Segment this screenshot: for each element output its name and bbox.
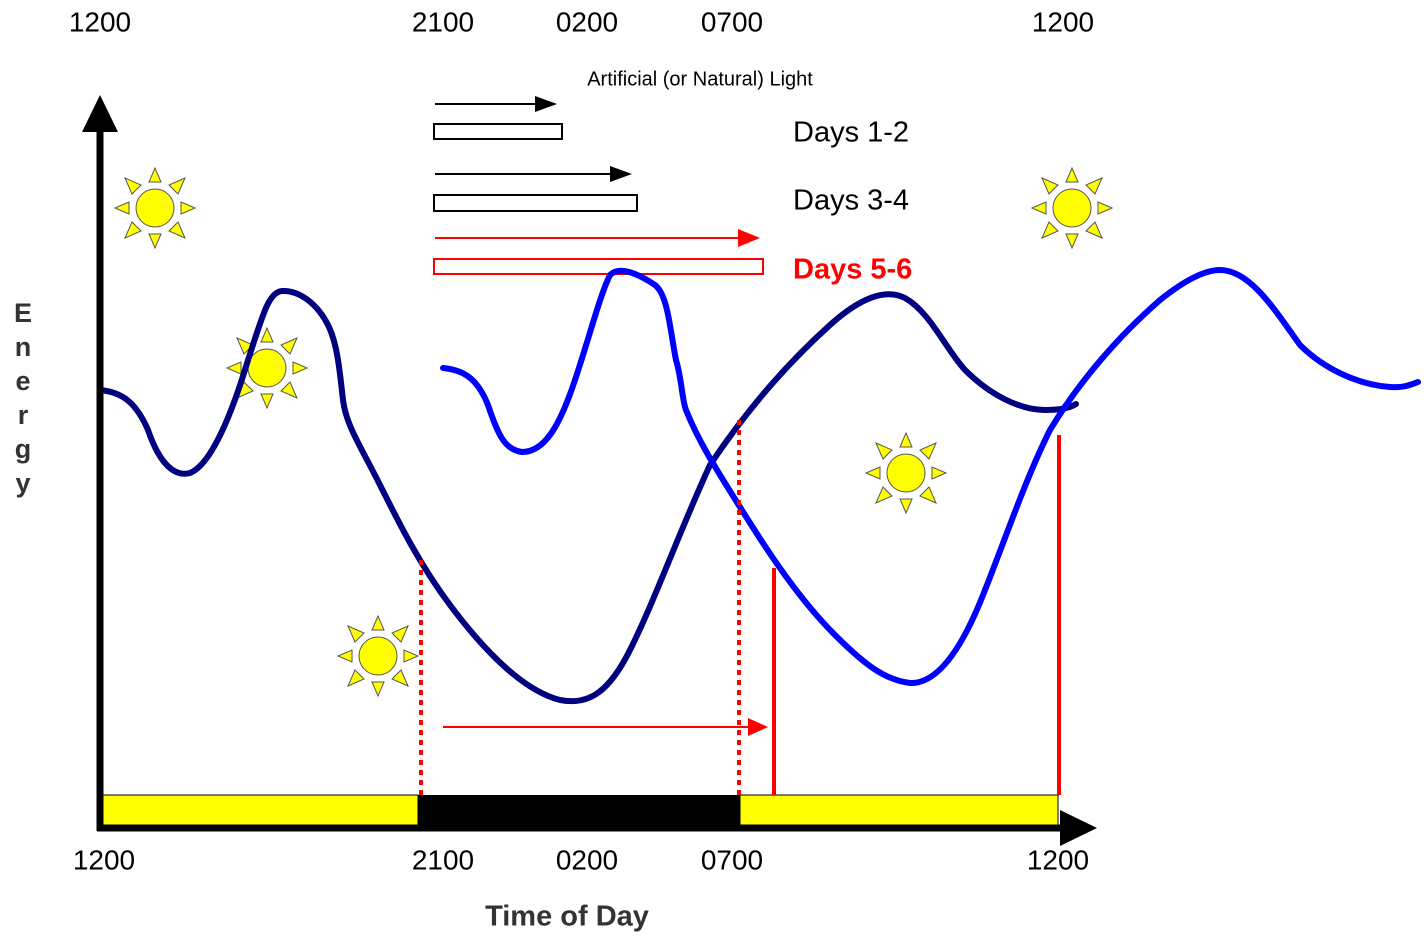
legend-label: Days 1-2	[793, 117, 909, 149]
x-axis-label: Time of Day	[485, 901, 649, 933]
top-label: 0200	[556, 6, 618, 37]
suns	[114, 167, 1113, 697]
axes	[82, 95, 1097, 846]
bottom-label: 1200	[73, 844, 135, 875]
bottom-label: 0200	[556, 844, 618, 875]
legend-marks	[433, 96, 764, 275]
top-label: 1200	[1032, 6, 1094, 37]
top-label: 2100	[412, 6, 474, 37]
legend-label: Days 3-4	[793, 185, 909, 217]
y-axis-label: Energy	[8, 298, 38, 502]
bottom-label: 0700	[701, 844, 763, 875]
legend-label: Days 5-6	[793, 254, 912, 286]
top-label: 1200	[69, 6, 131, 37]
bottom-label: 1200	[1027, 844, 1089, 875]
time-markers	[419, 420, 1061, 795]
top-label: 0700	[701, 6, 763, 37]
dark-curve	[97, 288, 1079, 705]
blue-curve	[440, 267, 1421, 687]
day-night-bar	[102, 794, 1059, 827]
legend-title: Artificial (or Natural) Light	[587, 68, 813, 90]
bottom-label: 2100	[412, 844, 474, 875]
